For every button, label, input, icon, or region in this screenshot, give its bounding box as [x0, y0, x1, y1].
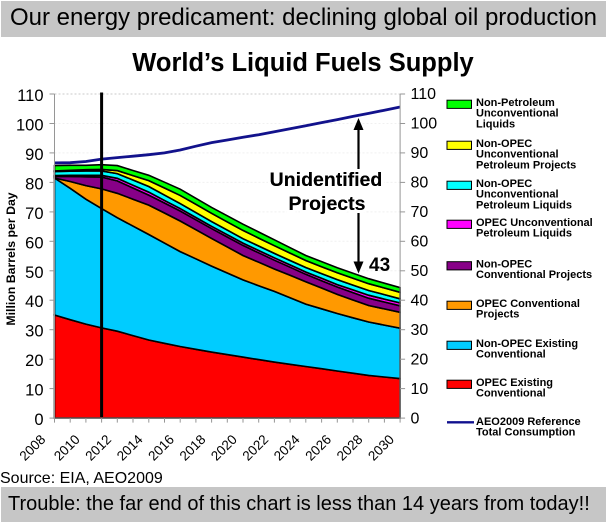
svg-text:2016: 2016	[145, 432, 177, 464]
svg-text:Unidentified: Unidentified	[270, 169, 383, 191]
svg-text:2020: 2020	[208, 432, 240, 464]
svg-text:Projects: Projects	[289, 193, 366, 215]
svg-text:2030: 2030	[365, 432, 397, 464]
svg-text:40: 40	[411, 292, 429, 309]
svg-text:50: 50	[25, 264, 43, 282]
svg-text:100: 100	[16, 117, 44, 135]
svg-text:60: 60	[25, 234, 43, 252]
svg-text:70: 70	[25, 205, 43, 223]
svg-text:50: 50	[411, 263, 429, 280]
svg-text:90: 90	[25, 146, 43, 164]
svg-text:110: 110	[411, 86, 437, 103]
svg-text:70: 70	[411, 204, 429, 221]
svg-text:2012: 2012	[82, 432, 114, 464]
svg-text:40: 40	[25, 293, 43, 311]
svg-text:2008: 2008	[17, 432, 49, 464]
svg-text:30: 30	[411, 322, 429, 339]
svg-text:80: 80	[25, 175, 43, 193]
svg-text:10: 10	[25, 382, 43, 400]
svg-text:0: 0	[34, 411, 43, 429]
svg-text:20: 20	[25, 352, 43, 370]
svg-text:100: 100	[411, 116, 438, 133]
svg-text:20: 20	[411, 351, 429, 368]
svg-text:60: 60	[411, 234, 429, 251]
svg-text:2018: 2018	[177, 432, 209, 464]
svg-text:2014: 2014	[114, 431, 146, 463]
svg-text:0: 0	[411, 410, 420, 427]
svg-text:110: 110	[17, 87, 43, 105]
svg-text:90: 90	[411, 145, 429, 162]
svg-text:10: 10	[411, 381, 429, 398]
svg-text:2010: 2010	[51, 432, 83, 464]
svg-text:Million Barrels per Day: Million Barrels per Day	[4, 192, 18, 325]
svg-text:2028: 2028	[334, 432, 366, 464]
svg-text:2026: 2026	[302, 432, 334, 464]
svg-text:30: 30	[25, 323, 43, 341]
svg-text:Unidentified: Unidentified	[270, 169, 383, 191]
svg-text:80: 80	[411, 175, 429, 192]
svg-text:2024: 2024	[271, 431, 303, 463]
svg-text:Projects: Projects	[289, 193, 366, 215]
svg-text:2022: 2022	[239, 432, 271, 464]
svg-text:43: 43	[369, 255, 390, 276]
